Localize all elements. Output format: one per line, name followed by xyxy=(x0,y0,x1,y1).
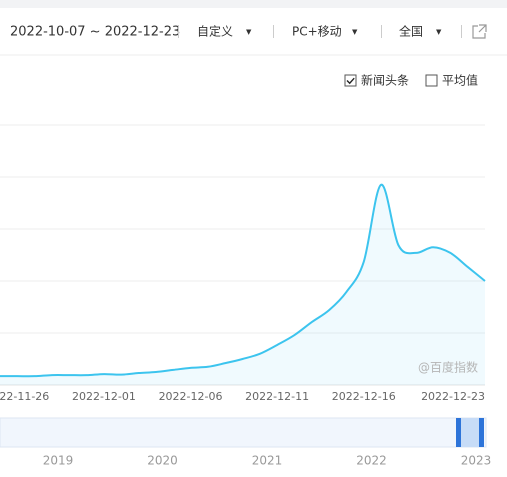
checkbox[interactable] xyxy=(344,74,357,87)
external-link-icon[interactable] xyxy=(472,24,487,39)
x-tick-label: 2022-12-16 xyxy=(332,390,396,403)
year-label: 2022 xyxy=(356,454,387,468)
navigator-window[interactable] xyxy=(458,418,482,447)
dropdown[interactable]: PC+移动 xyxy=(292,25,342,39)
x-tick-label: 2022-12-23 xyxy=(421,390,485,403)
navigator-years: 2019 2020 2021 2022 2023 xyxy=(43,454,492,468)
line xyxy=(0,183,486,378)
caret: ▼ xyxy=(352,28,358,36)
top-strip xyxy=(0,0,507,8)
checkmark xyxy=(346,77,355,85)
year-label: 2023 xyxy=(461,454,492,468)
x-tick-label: 2022-12-01 xyxy=(72,390,136,403)
x-tick-label: 2022-12-06 xyxy=(159,390,223,403)
x-tick-label: 2022-12-11 xyxy=(245,390,309,403)
navigator-handle[interactable] xyxy=(479,418,484,447)
options: 新闻头条 平均值 xyxy=(344,73,478,88)
dropdown[interactable]: 全国 xyxy=(399,24,423,39)
separators xyxy=(178,25,462,38)
year-label: 2021 xyxy=(252,454,283,468)
area xyxy=(0,184,485,385)
date-range[interactable]: 2022-10-07 ~ 2022-12-23 xyxy=(10,25,180,40)
dropdown[interactable]: 自定义 xyxy=(197,24,233,39)
option-label[interactable]: 新闻头条 xyxy=(361,73,409,88)
navigator[interactable] xyxy=(0,417,487,448)
option-label[interactable]: 平均值 xyxy=(442,73,478,88)
year-label: 2020 xyxy=(147,454,178,468)
caret: ▼ xyxy=(436,28,442,36)
x-tick-label: 2022-11-26 xyxy=(0,390,49,403)
navigator-handle[interactable] xyxy=(456,418,461,447)
checkbox[interactable] xyxy=(425,74,438,87)
watermark: @百度指数 xyxy=(418,360,478,375)
caret: ▼ xyxy=(246,28,252,36)
plot: 2022-11-26 2022-12-01 2022-12-06 2022-12-11… xyxy=(0,124,486,403)
year-label: 2019 xyxy=(43,454,74,468)
